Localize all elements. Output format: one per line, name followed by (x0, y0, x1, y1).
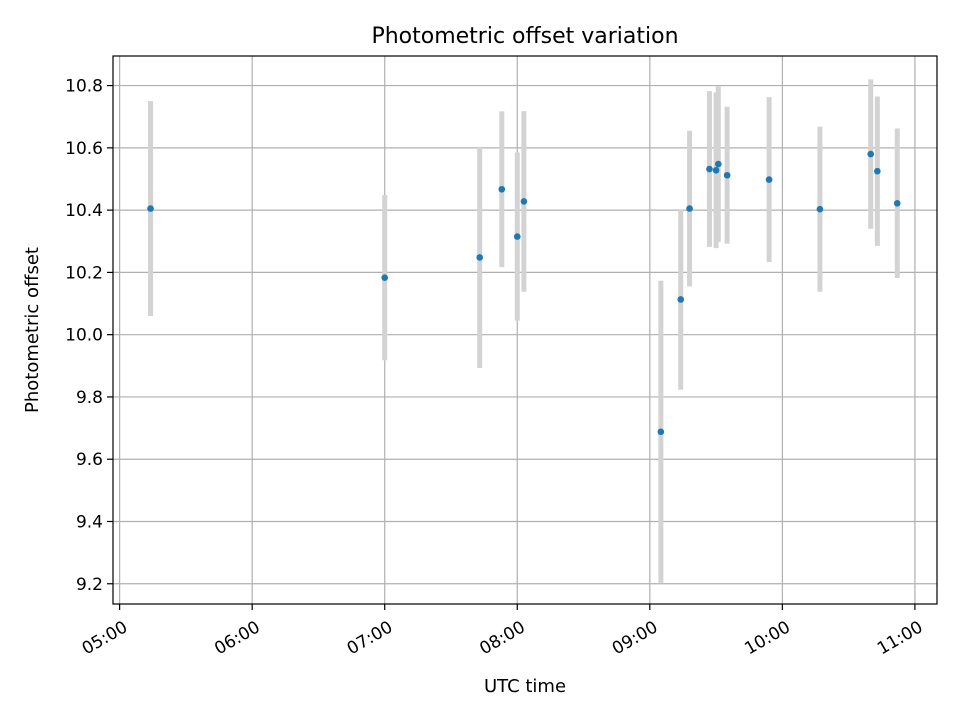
x-tick-label: 06:00 (211, 617, 263, 659)
x-tick-label: 05:00 (79, 617, 131, 659)
x-axis-ticks: 05:00 06:00 07:00 08:00 09:00 10:00 11:00 (79, 604, 926, 659)
chart-title: Photometric offset variation (371, 24, 678, 49)
y-tick-label: 10.2 (65, 263, 103, 283)
y-axis-label: Photometric offset (22, 247, 43, 413)
y-tick-label: 9.4 (76, 512, 103, 532)
data-point (677, 296, 685, 303)
data-point (765, 176, 773, 183)
y-tick-label: 9.8 (76, 388, 103, 408)
data-point (714, 160, 722, 168)
data-point (867, 150, 875, 158)
data-point (706, 165, 713, 173)
x-tick-label: 08:00 (476, 617, 528, 659)
data-point (147, 205, 154, 212)
data-point (712, 166, 720, 174)
data-points (147, 150, 901, 436)
data-point (657, 428, 665, 436)
x-tick-label: 07:00 (344, 617, 396, 659)
y-tick-label: 10.8 (65, 77, 103, 97)
y-tick-label: 10.6 (65, 139, 103, 159)
y-tick-label: 10.0 (65, 326, 103, 346)
data-point (476, 254, 484, 261)
y-axis-ticks: 9.2 9.4 9.6 9.8 10.0 10.2 10.4 10.6 10.8 (65, 77, 113, 595)
data-point (723, 171, 731, 179)
x-tick-label: 10:00 (741, 617, 793, 659)
x-axis-label: UTC time (484, 676, 566, 697)
y-tick-label: 10.4 (65, 201, 103, 221)
y-tick-label: 9.6 (76, 450, 103, 470)
data-point (893, 199, 901, 207)
data-point (381, 274, 389, 281)
x-tick-label: 09:00 (609, 617, 661, 659)
data-point (816, 205, 824, 213)
data-point (498, 185, 506, 193)
error-bars (148, 79, 900, 583)
data-point (520, 198, 528, 205)
y-tick-label: 9.2 (76, 575, 103, 595)
plot-frame (112, 55, 938, 605)
data-point (874, 167, 881, 175)
x-tick-label: 11:00 (874, 617, 926, 659)
data-point (513, 233, 521, 240)
data-point (686, 205, 693, 212)
